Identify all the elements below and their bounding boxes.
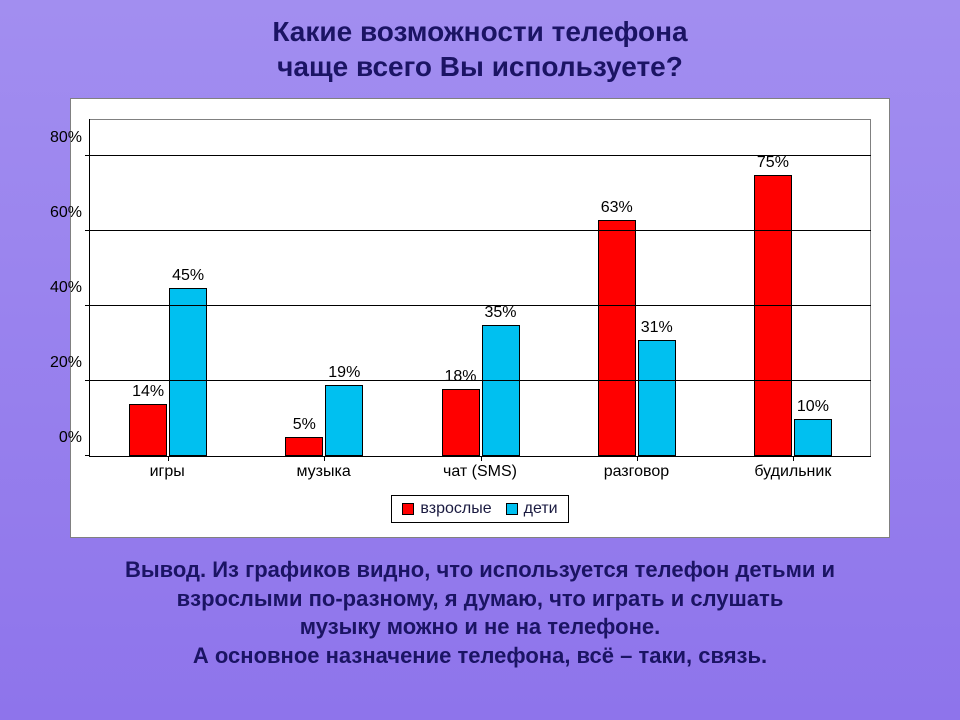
title-line-2: чаще всего Вы используете? — [272, 49, 687, 84]
x-axis-label: музыка — [245, 463, 401, 481]
bar-value-label: 31% — [641, 319, 673, 341]
xtick-mark — [481, 456, 482, 461]
bar: 75% — [754, 175, 792, 456]
bar-value-label: 35% — [484, 304, 516, 326]
bar: 31% — [638, 340, 676, 456]
conclusion-line: Вывод. Из графиков видно, что использует… — [60, 556, 900, 585]
slide-title: Какие возможности телефона чаще всего Вы… — [272, 14, 687, 84]
legend-swatch — [506, 503, 518, 515]
x-axis-label: разговор — [558, 463, 714, 481]
ytick-mark — [85, 380, 90, 381]
bar-value-label: 5% — [293, 416, 316, 438]
chart-container: 14%45%5%19%18%35%63%31%75%10% 0%20%40%60… — [70, 98, 890, 538]
ytick-mark — [85, 305, 90, 306]
ytick-label: 20% — [50, 354, 90, 372]
bar: 63% — [598, 220, 636, 456]
conclusion-text: Вывод. Из графиков видно, что использует… — [60, 556, 900, 670]
bar-group: 5%19% — [246, 119, 402, 456]
ytick-mark — [85, 155, 90, 156]
bar-value-label: 63% — [601, 199, 633, 221]
x-axis-label: будильник — [715, 463, 871, 481]
bar-value-label: 75% — [757, 154, 789, 176]
xtick-mark — [637, 456, 638, 461]
legend-label: взрослые — [420, 500, 491, 518]
x-axis-label: чат (SMS) — [402, 463, 558, 481]
plot-area: 14%45%5%19%18%35%63%31%75%10% 0%20%40%60… — [71, 99, 889, 457]
bar-group: 63%31% — [559, 119, 715, 456]
bar-value-label: 19% — [328, 364, 360, 386]
xtick-mark — [168, 456, 169, 461]
ytick-label: 40% — [50, 279, 90, 297]
ytick-label: 60% — [50, 204, 90, 222]
legend-item: взрослые — [402, 500, 491, 518]
ytick-mark — [85, 455, 90, 456]
ytick-label: 80% — [50, 129, 90, 147]
xtick-mark — [324, 456, 325, 461]
bar: 19% — [325, 385, 363, 456]
bar-group: 14%45% — [90, 119, 246, 456]
bar: 18% — [442, 389, 480, 456]
gridline — [90, 380, 871, 381]
bar-value-label: 10% — [797, 398, 829, 420]
conclusion-line: А основное назначение телефона, всё – та… — [60, 642, 900, 671]
legend-item: дети — [506, 500, 558, 518]
bar-value-label: 18% — [444, 368, 476, 390]
gridline — [90, 155, 871, 156]
gridline — [90, 305, 871, 306]
bar: 10% — [794, 419, 832, 456]
bar: 35% — [482, 325, 520, 456]
bar-value-label: 45% — [172, 267, 204, 289]
ytick-label: 0% — [59, 429, 90, 447]
legend: взрослые дети — [71, 481, 889, 537]
bar-group: 75%10% — [715, 119, 871, 456]
xtick-mark — [793, 456, 794, 461]
legend-swatch — [402, 503, 414, 515]
title-line-1: Какие возможности телефона — [272, 14, 687, 49]
bar: 45% — [169, 288, 207, 457]
conclusion-line: взрослыми по-разному, я думаю, что играт… — [60, 585, 900, 614]
bar-group: 18%35% — [402, 119, 558, 456]
bar: 5% — [285, 437, 323, 456]
bar-value-label: 14% — [132, 383, 164, 405]
bar: 14% — [129, 404, 167, 456]
legend-label: дети — [524, 500, 558, 518]
ytick-mark — [85, 230, 90, 231]
gridline — [90, 230, 871, 231]
conclusion-line: музыку можно и не на телефоне. — [60, 613, 900, 642]
x-axis-label: игры — [89, 463, 245, 481]
